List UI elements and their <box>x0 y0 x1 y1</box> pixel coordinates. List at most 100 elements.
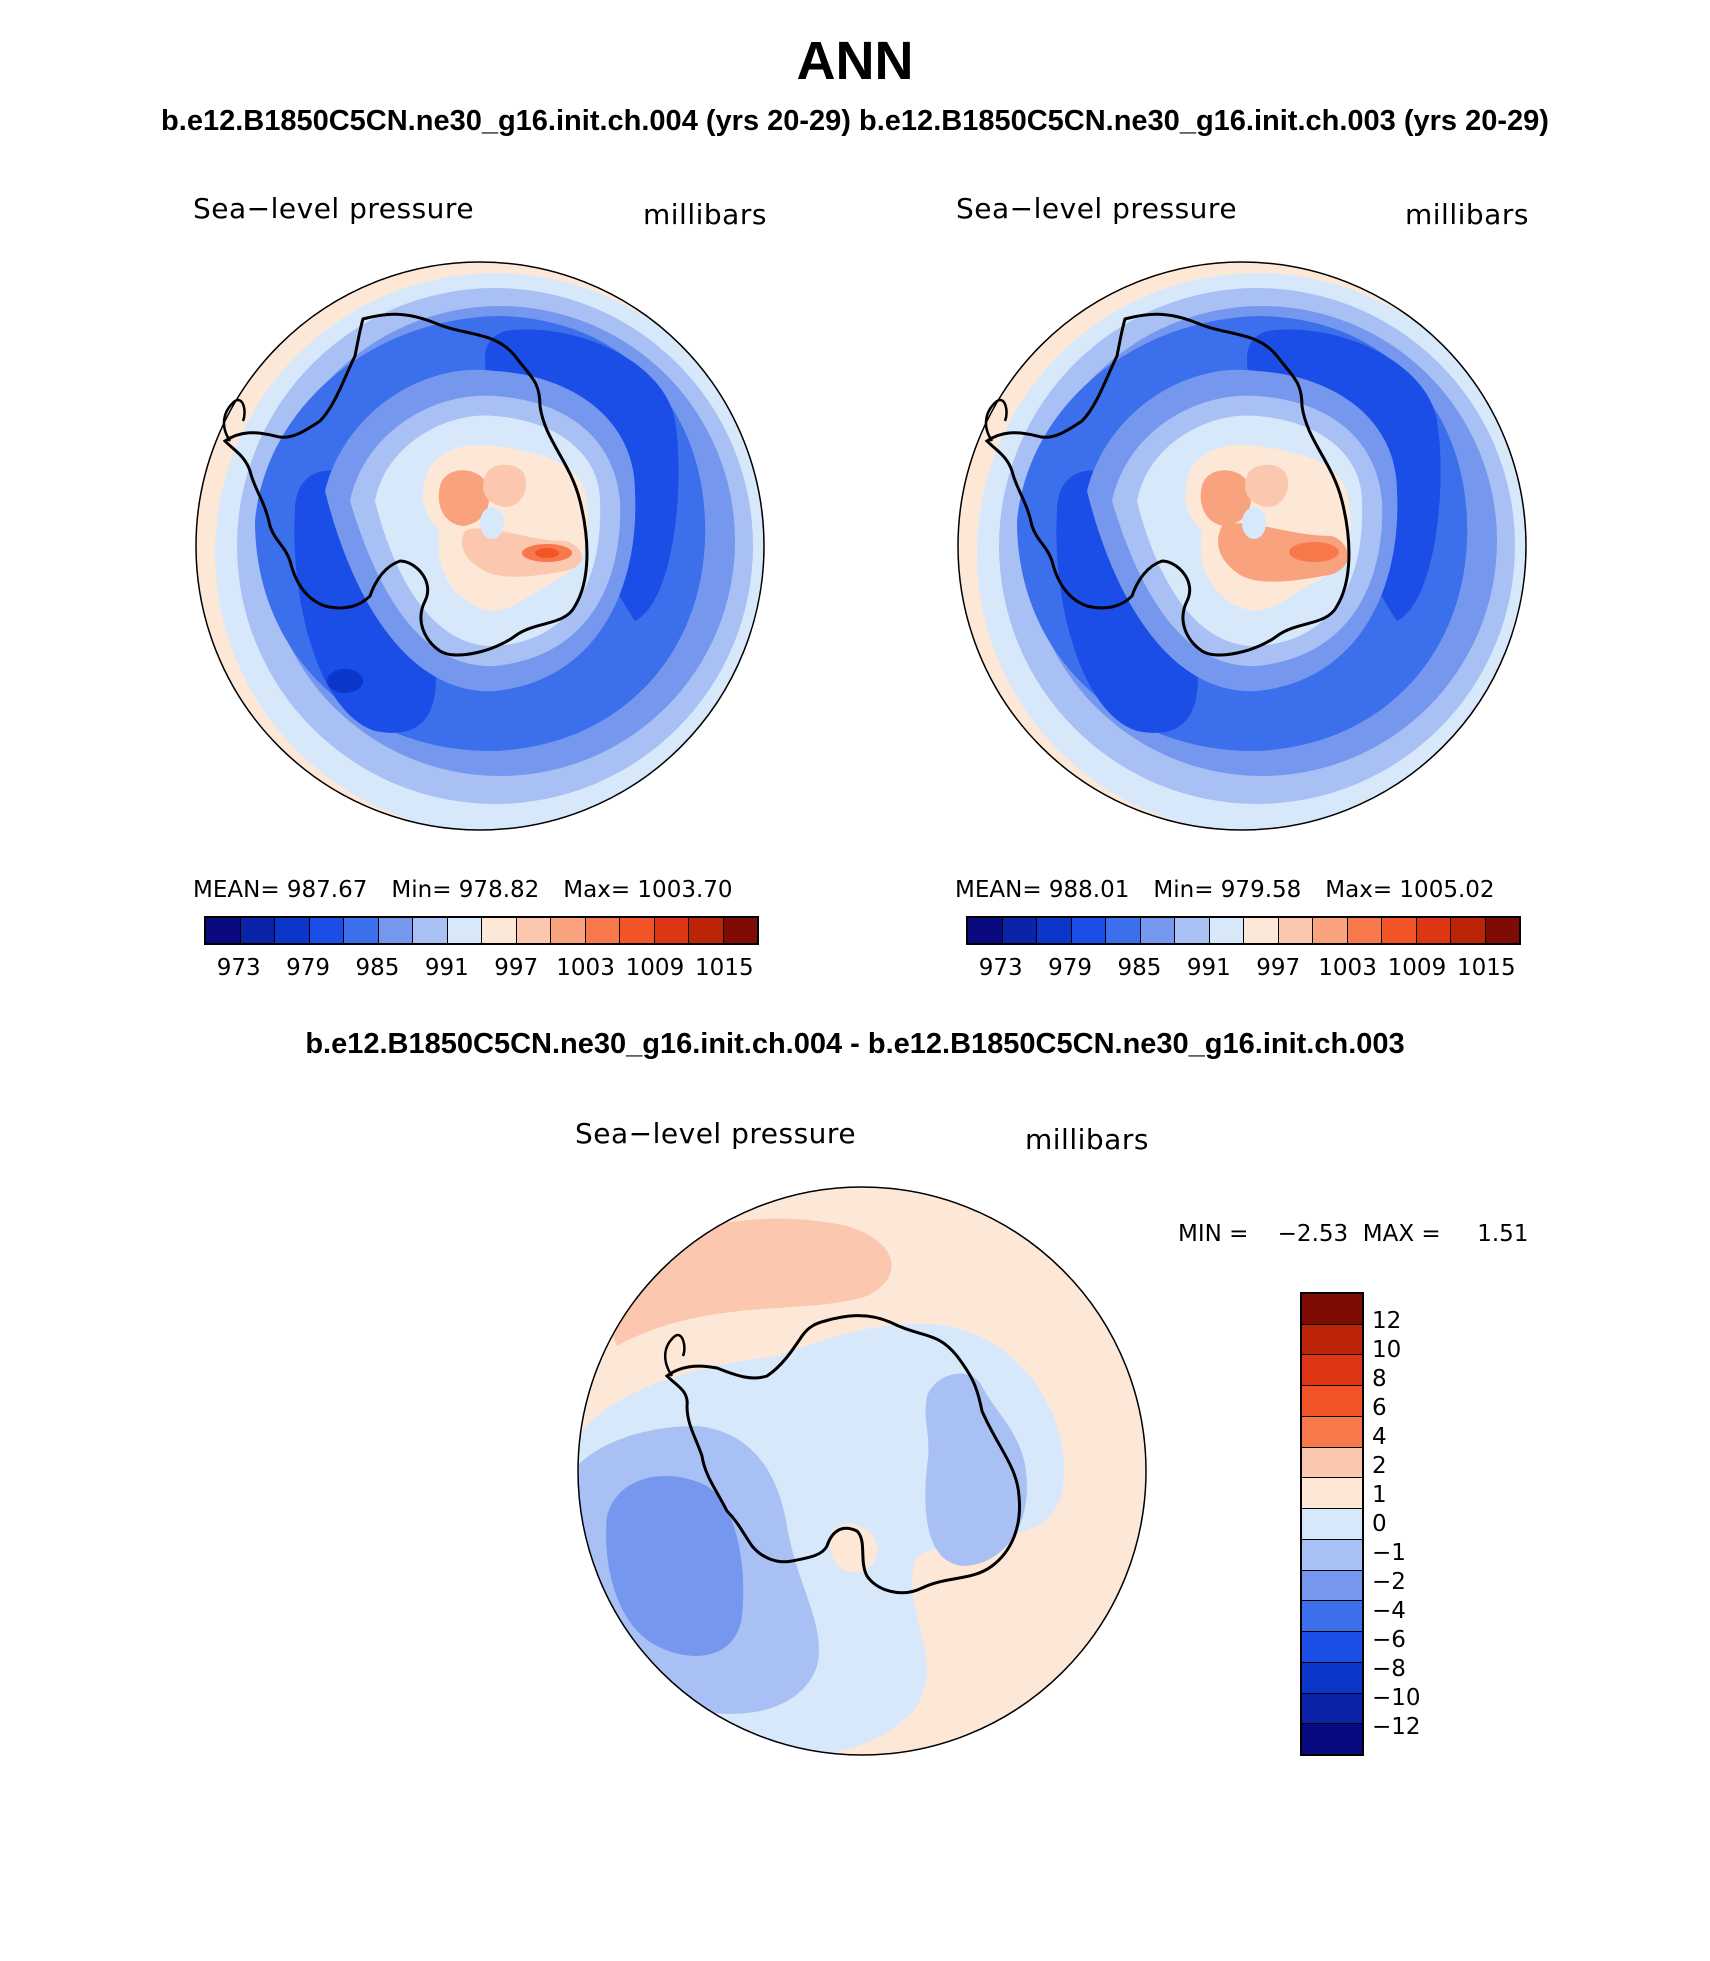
colorbar-swatch <box>1416 918 1451 943</box>
colorbar-swatch <box>585 918 620 943</box>
colorbar-tick-label: 997 <box>494 955 539 981</box>
colorbar-swatch <box>206 918 241 943</box>
colorbar-swatch <box>1302 1724 1362 1755</box>
right-colorbar <box>966 916 1521 945</box>
colorbar-tick-label: 1 <box>1372 1482 1387 1508</box>
colorbar-swatch <box>1302 1570 1362 1602</box>
colorbar-swatch <box>723 918 757 943</box>
colorbar-swatch <box>1313 918 1348 943</box>
diff-minmax: MIN = −2.53 MAX = 1.51 <box>1178 1221 1529 1247</box>
colorbar-tick-label: 985 <box>355 955 400 981</box>
colorbar-swatch <box>240 918 275 943</box>
colorbar-tick-label: 1009 <box>625 955 685 981</box>
left-colorbar-ticks: 973 979 985 991 997 1003 1009 1015 <box>204 955 759 985</box>
colorbar-swatch <box>344 918 379 943</box>
colorbar-tick-label: 1015 <box>695 955 754 981</box>
colorbar-swatch <box>1244 918 1279 943</box>
left-mean-value: 987.67 <box>286 877 368 903</box>
colorbar-swatch <box>968 918 1003 943</box>
antarctica-coastline <box>222 312 589 657</box>
colorbar-tick-label: 979 <box>286 955 331 981</box>
colorbar-tick-label: −8 <box>1372 1656 1406 1682</box>
colorbar-swatch <box>1175 918 1210 943</box>
colorbar-swatch <box>1302 1447 1362 1479</box>
colorbar-swatch <box>1302 1662 1362 1694</box>
map-fill-band <box>483 464 526 507</box>
right-mean-value: 988.01 <box>1048 877 1130 903</box>
colorbar-swatch <box>275 918 310 943</box>
diff-colorbar <box>1300 1292 1364 1756</box>
colorbar-swatch <box>1302 1539 1362 1571</box>
colorbar-swatch <box>1278 918 1313 943</box>
left-polar-map <box>195 261 765 831</box>
colorbar-swatch <box>1382 918 1417 943</box>
right-stats: MEAN= 988.01 Min= 979.58 Max= 1005.02 <box>955 877 1495 903</box>
right-min-value: 979.58 <box>1220 877 1302 903</box>
colorbar-swatch <box>1071 918 1106 943</box>
diff-units-label: millibars <box>1025 1123 1149 1156</box>
colorbar-swatch <box>1451 918 1486 943</box>
left-stats: MEAN= 987.67 Min= 978.82 Max= 1003.70 <box>193 877 733 903</box>
right-colorbar-ticks: 973 979 985 991 997 1003 1009 1015 <box>966 955 1521 985</box>
colorbar-swatch <box>447 918 482 943</box>
colorbar-tick-label: 1003 <box>556 955 615 981</box>
left-variable-label: Sea−level pressure <box>193 192 475 225</box>
colorbar-tick-label: 1009 <box>1387 955 1447 981</box>
right-variable-label: Sea−level pressure <box>956 192 1238 225</box>
diff-polar-map <box>577 1186 1147 1756</box>
map-fill-band <box>461 528 582 577</box>
colorbar-swatch <box>1302 1416 1362 1448</box>
map-fill-band <box>480 507 504 539</box>
colorbar-swatch <box>1302 1601 1362 1633</box>
colorbar-swatch <box>1302 1386 1362 1417</box>
map-fill-band <box>606 1476 744 1656</box>
colorbar-tick-label: 973 <box>216 955 261 981</box>
colorbar-swatch <box>482 918 517 943</box>
left-min-value: 978.82 <box>458 877 540 903</box>
right-case-title: b.e12.B1850C5CN.ne30_g16.init.ch.003 (yr… <box>859 105 1549 137</box>
colorbar-swatch <box>1002 918 1037 943</box>
colorbar-tick-label: 8 <box>1372 1366 1387 1392</box>
colorbar-swatch <box>620 918 655 943</box>
left-max-value: 1003.70 <box>637 877 733 903</box>
colorbar-swatch <box>1037 918 1072 943</box>
colorbar-tick-label: 973 <box>978 955 1023 981</box>
colorbar-swatch <box>309 918 344 943</box>
colorbar-swatch <box>551 918 586 943</box>
colorbar-tick-label: 1003 <box>1318 955 1377 981</box>
colorbar-swatch <box>689 918 724 943</box>
colorbar-tick-label: 997 <box>1256 955 1301 981</box>
colorbar-swatch <box>413 918 448 943</box>
colorbar-tick-label: 2 <box>1372 1453 1387 1479</box>
colorbar-tick-label: −12 <box>1372 1714 1421 1740</box>
colorbar-swatch <box>1302 1509 1362 1540</box>
right-polar-map <box>957 261 1527 831</box>
antarctica-coastline <box>664 1314 1022 1595</box>
colorbar-tick-label: 1015 <box>1457 955 1516 981</box>
colorbar-swatch <box>1347 918 1382 943</box>
antarctica-coastline <box>984 312 1351 657</box>
antarctic-peninsula <box>664 1333 686 1377</box>
colorbar-tick-label: −4 <box>1372 1598 1406 1624</box>
colorbar-swatch <box>1209 918 1244 943</box>
left-colorbar <box>204 916 759 945</box>
left-units-label: millibars <box>643 198 767 231</box>
colorbar-tick-label: 4 <box>1372 1424 1387 1450</box>
map-fill-band <box>1289 542 1339 562</box>
colorbar-swatch <box>1302 1355 1362 1387</box>
map-fill-band <box>830 1523 878 1573</box>
colorbar-tick-label: −2 <box>1372 1569 1406 1595</box>
colorbar-swatch <box>516 918 551 943</box>
colorbar-swatch <box>1302 1478 1362 1510</box>
right-max-value: 1005.02 <box>1399 877 1495 903</box>
colorbar-swatch <box>1106 918 1141 943</box>
colorbar-tick-label: 985 <box>1117 955 1162 981</box>
colorbar-swatch <box>1302 1693 1362 1725</box>
colorbar-tick-label: 0 <box>1372 1511 1387 1537</box>
colorbar-tick-label: −10 <box>1372 1685 1421 1711</box>
map-fill-band <box>1245 464 1288 507</box>
map-fill-band <box>327 669 363 693</box>
left-case-title: b.e12.B1850C5CN.ne30_g16.init.ch.004 (yr… <box>161 105 851 137</box>
case-titles: b.e12.B1850C5CN.ne30_g16.init.ch.004 (yr… <box>0 105 1710 138</box>
page-title: ANN <box>796 31 914 91</box>
